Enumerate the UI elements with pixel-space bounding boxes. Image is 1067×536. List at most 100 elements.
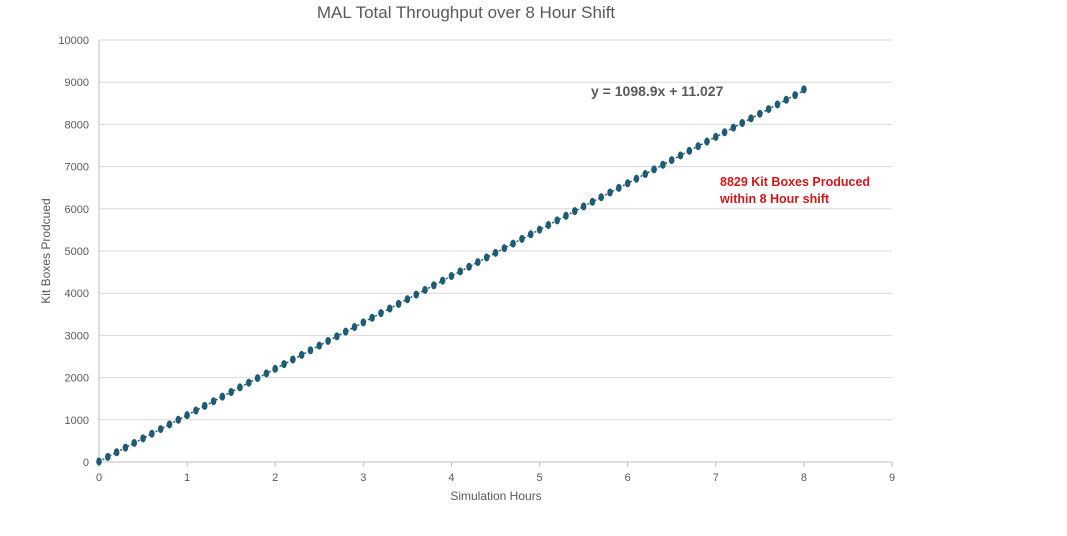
data-point	[105, 452, 111, 461]
data-point	[545, 221, 552, 230]
data-point	[422, 285, 428, 294]
data-point	[245, 378, 252, 387]
data-point	[536, 225, 543, 234]
x-axis-label: Simulation Hours	[450, 489, 541, 503]
data-point	[721, 128, 728, 137]
data-point	[175, 415, 182, 424]
data-point	[193, 406, 199, 415]
trendline-group	[98, 89, 805, 463]
data-point	[510, 239, 516, 248]
y-tick-label: 3000	[65, 330, 89, 342]
data-point	[140, 434, 146, 443]
data-point	[686, 146, 693, 155]
data-points	[96, 85, 807, 466]
data-point	[431, 281, 437, 290]
data-point	[263, 369, 270, 378]
y-tick-label: 6000	[65, 204, 89, 216]
y-tick-label: 9000	[65, 77, 89, 89]
data-point	[466, 262, 472, 271]
data-point	[624, 179, 631, 188]
data-point	[439, 276, 446, 285]
trendline-equation: y = 1098.9x + 11.027	[591, 83, 724, 99]
data-point	[378, 309, 384, 318]
data-point	[598, 193, 605, 202]
data-point	[757, 109, 763, 118]
annotation-line-1: 8829 Kit Boxes Produced	[720, 175, 870, 189]
data-point	[642, 170, 649, 179]
y-tick-label: 8000	[65, 119, 89, 131]
x-tick-label: 0	[96, 472, 102, 484]
x-tick-label: 3	[360, 472, 366, 484]
y-axis-label: Kit Boxes Prodcued	[39, 198, 53, 303]
y-tick-label: 7000	[65, 162, 89, 174]
data-point	[563, 211, 569, 220]
data-point	[166, 420, 173, 429]
x-tick-label: 1	[184, 472, 190, 484]
data-point	[325, 336, 331, 345]
data-point	[501, 244, 508, 253]
data-point	[316, 341, 323, 350]
data-point	[660, 160, 666, 169]
data-point	[404, 295, 411, 304]
data-point	[395, 299, 402, 308]
data-point	[633, 174, 640, 183]
data-point	[580, 202, 587, 211]
data-point	[607, 188, 613, 197]
y-tick-label: 5000	[65, 246, 89, 258]
x-tick-label: 4	[448, 472, 454, 484]
x-tick-label: 7	[713, 472, 719, 484]
data-point	[589, 197, 596, 206]
data-point	[677, 151, 684, 160]
y-tick-label: 2000	[65, 373, 89, 385]
data-point	[704, 137, 710, 146]
data-point	[457, 267, 464, 276]
data-point	[774, 100, 781, 109]
data-point	[783, 95, 790, 104]
data-point	[748, 114, 754, 123]
data-point	[360, 318, 367, 327]
data-point	[157, 425, 164, 434]
data-point	[122, 443, 129, 452]
data-point	[739, 119, 746, 128]
data-point	[307, 346, 314, 355]
data-point	[351, 323, 358, 332]
x-tick-label: 6	[625, 472, 631, 484]
data-point	[651, 165, 657, 174]
data-point	[149, 429, 155, 438]
data-point	[369, 313, 375, 322]
data-point	[113, 448, 120, 457]
data-point	[131, 438, 138, 447]
data-point	[448, 272, 455, 281]
data-point	[492, 248, 499, 257]
data-point	[572, 207, 578, 216]
y-tick-labels: 0 1000 2000 3000 4000 5000 6000 7000 8000 9000 100…	[58, 35, 89, 469]
data-point	[519, 234, 525, 243]
data-point	[334, 332, 340, 341]
y-tick-label: 1000	[65, 415, 89, 427]
data-point	[184, 411, 190, 420]
trendline	[98, 89, 805, 463]
data-point	[792, 91, 798, 100]
data-point	[210, 397, 217, 406]
x-tick-label: 9	[889, 472, 895, 484]
data-point	[298, 350, 305, 359]
data-point	[712, 132, 719, 141]
data-point	[765, 105, 772, 114]
data-point	[386, 304, 393, 313]
x-tick-labels: 0 1 2 3 4 5 6 7 8 9	[96, 472, 895, 484]
data-point	[96, 457, 102, 466]
y-tick-label: 0	[83, 457, 89, 469]
data-point	[413, 290, 420, 299]
data-point	[527, 230, 534, 239]
chart-title: MAL Total Throughput over 8 Hour Shift	[317, 3, 616, 22]
data-point	[483, 253, 490, 262]
data-point	[554, 216, 560, 225]
data-point	[254, 374, 261, 383]
data-point	[272, 364, 279, 373]
x-tick-label: 2	[272, 472, 278, 484]
y-tick-label: 10000	[58, 35, 89, 47]
data-point	[342, 327, 349, 336]
data-point	[290, 355, 296, 364]
